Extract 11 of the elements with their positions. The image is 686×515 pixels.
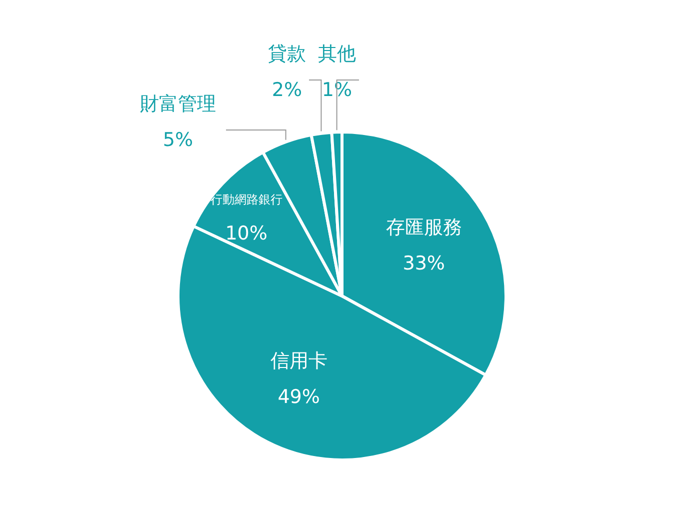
data-label: 2%	[272, 79, 302, 101]
data-label: 10%	[225, 222, 268, 244]
slice-label: 存匯服務	[386, 216, 462, 239]
slice-label: 信用卡	[270, 350, 328, 372]
data-label: 5%	[162, 129, 194, 151]
slice-label: 財富管理	[140, 93, 216, 115]
slice-label: 其他	[318, 43, 356, 65]
slice-label: 貸款	[268, 43, 306, 65]
data-label: 49%	[278, 386, 320, 408]
data-label: 1%	[322, 79, 352, 101]
data-label: 33%	[402, 252, 445, 275]
